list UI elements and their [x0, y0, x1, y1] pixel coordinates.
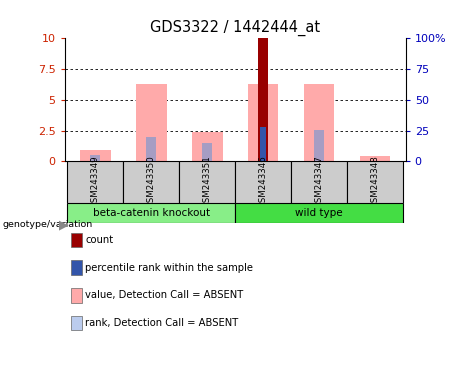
Text: GSM243346: GSM243346	[259, 155, 267, 208]
Text: beta-catenin knockout: beta-catenin knockout	[93, 208, 210, 218]
Bar	[304, 84, 334, 161]
Bar	[360, 156, 390, 161]
Bar	[123, 161, 179, 204]
Bar	[235, 161, 291, 204]
Title: GDS3322 / 1442444_at: GDS3322 / 1442444_at	[150, 20, 320, 36]
Bar	[235, 204, 403, 223]
Bar	[314, 130, 324, 161]
Bar	[67, 161, 123, 204]
Text: GSM243348: GSM243348	[371, 155, 379, 208]
Text: rank, Detection Call = ABSENT: rank, Detection Call = ABSENT	[85, 318, 238, 328]
Bar	[179, 161, 235, 204]
Text: GSM243349: GSM243349	[91, 155, 100, 208]
Bar	[347, 161, 403, 204]
Bar	[248, 84, 278, 161]
Text: GSM243350: GSM243350	[147, 155, 156, 208]
Text: ▶: ▶	[59, 218, 69, 231]
Text: percentile rank within the sample: percentile rank within the sample	[85, 263, 253, 273]
Bar	[136, 84, 166, 161]
Bar	[260, 127, 266, 161]
Text: genotype/variation: genotype/variation	[2, 220, 93, 229]
Bar	[80, 150, 111, 161]
Bar	[258, 130, 268, 161]
Bar	[258, 38, 268, 161]
Bar	[202, 144, 212, 161]
Text: value, Detection Call = ABSENT: value, Detection Call = ABSENT	[85, 290, 243, 300]
Bar	[146, 137, 156, 161]
Text: wild type: wild type	[295, 208, 343, 218]
Bar	[67, 204, 235, 223]
Bar	[291, 161, 347, 204]
Bar	[90, 154, 100, 161]
Bar	[192, 132, 223, 161]
Text: GSM243351: GSM243351	[203, 155, 212, 208]
Text: count: count	[85, 235, 113, 245]
Text: GSM243347: GSM243347	[314, 155, 324, 208]
